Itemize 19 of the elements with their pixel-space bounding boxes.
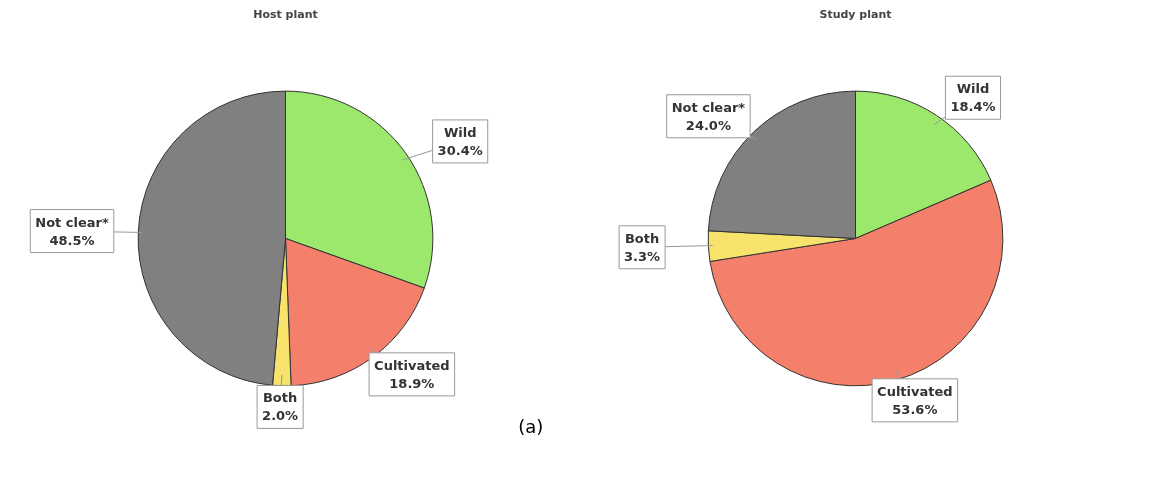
slice-label: Wild xyxy=(443,124,477,140)
slice-label: Both xyxy=(624,230,660,246)
data-label: 18.9% xyxy=(389,375,435,391)
chart-title: Host plant xyxy=(253,7,318,21)
data-label: 30.4% xyxy=(437,142,483,158)
data-label: 18.4% xyxy=(950,99,996,115)
slice-label: Cultivated xyxy=(877,383,953,399)
data-label: 2.0% xyxy=(262,408,299,424)
slice-label: Not clear* xyxy=(35,214,109,230)
data-label: 3.3% xyxy=(624,248,661,264)
chart-title: Study plant xyxy=(819,7,892,21)
slice-label: Both xyxy=(262,390,298,406)
text: (a) xyxy=(518,416,544,438)
slice-label: Wild xyxy=(956,81,990,97)
data-label: 24.0% xyxy=(685,117,731,133)
data-label: 53.6% xyxy=(892,401,938,417)
data-label: 48.5% xyxy=(49,232,95,248)
slice-label: Not clear* xyxy=(671,99,746,115)
slice-label: Cultivated xyxy=(374,357,450,373)
